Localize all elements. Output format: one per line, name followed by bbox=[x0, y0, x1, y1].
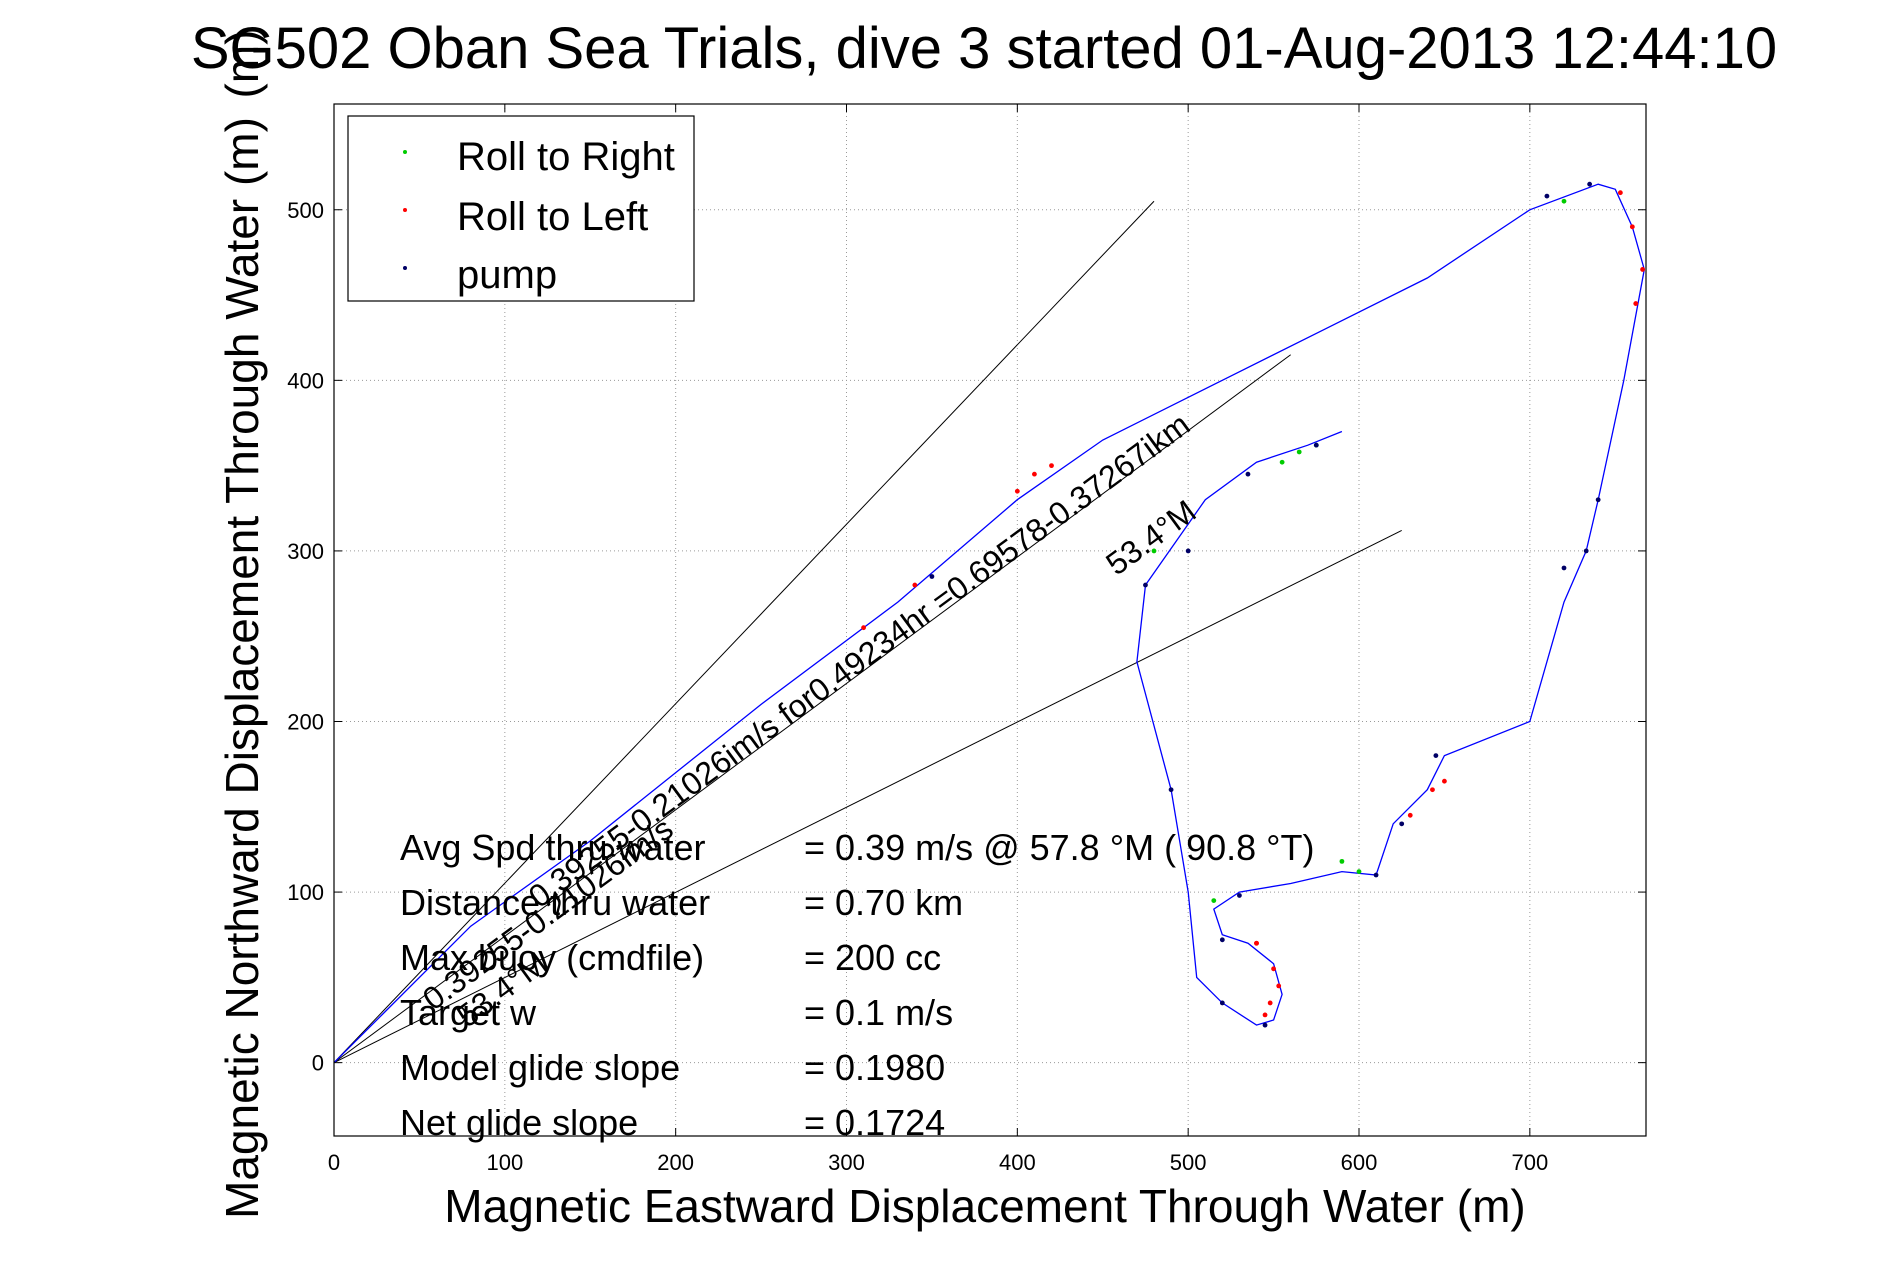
legend-marker-roll-left bbox=[403, 208, 407, 212]
y-tick-label: 200 bbox=[287, 709, 324, 734]
pump-point bbox=[1262, 1022, 1268, 1028]
pump-point bbox=[1587, 181, 1593, 187]
roll-right-point bbox=[1339, 858, 1345, 864]
markers bbox=[861, 181, 1645, 1028]
x-tick-label: 100 bbox=[486, 1150, 523, 1175]
pump-point bbox=[1399, 821, 1405, 827]
roll-left-point bbox=[1271, 966, 1276, 972]
roll-left-point bbox=[1430, 787, 1435, 793]
pump-point bbox=[1185, 548, 1191, 554]
track bbox=[333, 183, 1645, 1064]
stat-label-model-glide: Model glide slope bbox=[400, 1047, 680, 1088]
legend-marker-pump bbox=[403, 266, 407, 270]
x-tick-label: 700 bbox=[1511, 1150, 1548, 1175]
roll-left-point bbox=[1267, 1000, 1273, 1006]
legend-label-pump: pump bbox=[457, 253, 557, 297]
pump-point bbox=[1168, 787, 1174, 793]
roll-right-point bbox=[1561, 198, 1567, 204]
stats-block: Avg Spd thru water = 0.39 m/s @ 57.8 °M … bbox=[400, 827, 1315, 1143]
plot-frame bbox=[333, 103, 1647, 1137]
roll-right-point bbox=[1296, 449, 1302, 455]
stat-label-max-buoy: Max buoy (cmdfile) bbox=[400, 937, 704, 978]
roll-left-point bbox=[1014, 488, 1020, 494]
legend-label-roll-right: Roll to Right bbox=[457, 135, 675, 179]
stat-value-distance: = 0.70 km bbox=[804, 882, 963, 923]
roll-right-point bbox=[1211, 898, 1217, 904]
reference-line bbox=[333, 200, 1155, 1063]
roll-left-point bbox=[1254, 940, 1259, 946]
pump-point bbox=[1544, 193, 1550, 199]
y-axis-label-overlap: (m) bbox=[216, 30, 268, 99]
ticks: 0 100 200 300 400 500 600 700 0 100 200 300 400 500 bbox=[287, 104, 1646, 1175]
pump-point bbox=[1245, 471, 1251, 477]
roll-left-point bbox=[861, 625, 866, 631]
roll-right-point bbox=[1279, 459, 1285, 465]
stat-label-target-w: Target w bbox=[400, 992, 537, 1033]
pump-point bbox=[1595, 497, 1601, 503]
pump-point bbox=[1219, 1000, 1225, 1006]
roll-left-point bbox=[1633, 301, 1639, 306]
stat-value-net-glide: = 0.1724 bbox=[804, 1102, 945, 1143]
y-tick-label: 0 bbox=[312, 1051, 324, 1076]
y-axis-label: Magnetic Northward Displacement Through … bbox=[216, 117, 268, 1219]
stat-label-distance: Distance thru water bbox=[400, 882, 710, 923]
pump-point bbox=[1237, 893, 1242, 898]
reference-lines bbox=[333, 200, 1402, 1064]
chart-title: SG502 Oban Sea Trials, dive 3 started 01… bbox=[191, 16, 1777, 81]
x-tick-label: 500 bbox=[1170, 1150, 1207, 1175]
pump-point bbox=[1313, 442, 1319, 448]
pump-point bbox=[929, 574, 935, 579]
y-tick-label: 100 bbox=[287, 880, 324, 905]
x-tick-label: 0 bbox=[328, 1150, 340, 1175]
y-tick-label: 500 bbox=[287, 198, 324, 223]
roll-left-point bbox=[1442, 778, 1447, 784]
roll-left-point bbox=[1640, 267, 1645, 272]
y-tick-label: 300 bbox=[287, 539, 324, 564]
pump-point bbox=[1561, 565, 1567, 571]
x-tick-label: 200 bbox=[657, 1150, 694, 1175]
roll-left-point bbox=[1032, 471, 1037, 477]
stat-value-avg-speed: = 0.39 m/s @ 57.8 °M ( 90.8 °T) bbox=[804, 827, 1315, 868]
legend: Roll to Right Roll to Left pump bbox=[347, 115, 695, 302]
reference-line bbox=[333, 529, 1402, 1064]
stat-value-max-buoy: = 200 cc bbox=[804, 937, 941, 978]
roll-left-point bbox=[1262, 1012, 1268, 1018]
stat-value-model-glide: = 0.1980 bbox=[804, 1047, 945, 1088]
roll-left-point bbox=[1617, 190, 1623, 196]
stat-label-avg-speed: Avg Spd thru water bbox=[400, 827, 706, 868]
roll-left-point bbox=[1276, 983, 1282, 989]
track-line bbox=[333, 183, 1645, 1064]
roll-left-point bbox=[912, 582, 918, 588]
x-tick-label: 300 bbox=[828, 1150, 865, 1175]
pump-point bbox=[1373, 872, 1379, 878]
stat-value-target-w: = 0.1 m/s bbox=[804, 992, 953, 1033]
x-axis-label: Magnetic Eastward Displacement Through W… bbox=[444, 1180, 1525, 1232]
x-tick-label: 400 bbox=[999, 1150, 1036, 1175]
legend-marker-roll-right bbox=[403, 150, 407, 154]
pump-point bbox=[1433, 753, 1439, 759]
roll-left-point bbox=[1407, 812, 1413, 818]
stat-label-net-glide: Net glide slope bbox=[400, 1102, 638, 1143]
pump-point bbox=[1219, 937, 1225, 943]
roll-left-point bbox=[1049, 463, 1054, 469]
legend-label-roll-left: Roll to Left bbox=[457, 195, 648, 239]
reference-line bbox=[333, 354, 1291, 1064]
roll-left-point bbox=[1629, 224, 1635, 230]
roll-right-point bbox=[1151, 548, 1157, 554]
x-tick-label: 600 bbox=[1341, 1150, 1378, 1175]
pump-point bbox=[1143, 582, 1148, 588]
pump-point bbox=[1583, 548, 1589, 554]
roll-right-point bbox=[1356, 869, 1362, 875]
y-tick-label: 400 bbox=[287, 368, 324, 393]
